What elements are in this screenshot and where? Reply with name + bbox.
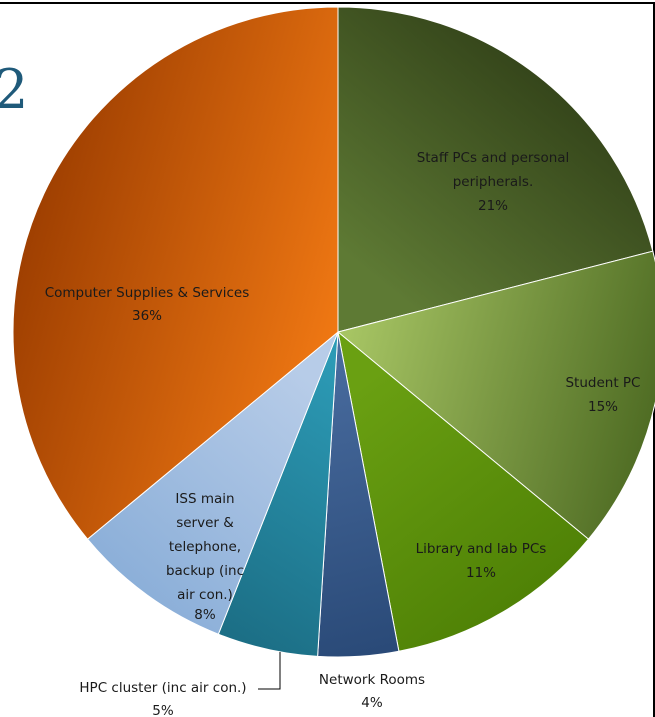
slice-labels: Staff PCs and personal peripherals. 21% Stu… [45,150,641,717]
data-label-library-lab-pcs: Library and lab PCs 11% [416,541,547,581]
data-label-network-rooms: Network Rooms 4% [319,672,425,711]
cropped-logo-fragment: 2 [0,58,29,121]
leader-lines [258,652,281,690]
data-label-hpc-cluster: HPC cluster (inc air con.) 5% [79,680,246,717]
data-label-student-pc: Student PC 15% [565,375,640,415]
leader-line-hpc-cluster [258,652,281,690]
pie-slices [12,6,655,658]
pie-slice-library-lab-pcs [337,330,590,652]
pie-slice-iss-main-server [86,331,339,635]
pie-slice-student-pc [336,250,655,540]
data-label-iss-main-server: ISS main server & telephone, backup (inc air… [166,491,244,623]
data-label-staff-pcs: Staff PCs and personal peripherals. 21% [417,150,570,214]
pie-slice-computer-supplies [12,6,339,540]
top-border-rule [0,2,655,4]
pie-slice-staff-pcs [337,6,654,333]
data-label-computer-supplies: Computer Supplies & Services 36% [45,285,250,324]
